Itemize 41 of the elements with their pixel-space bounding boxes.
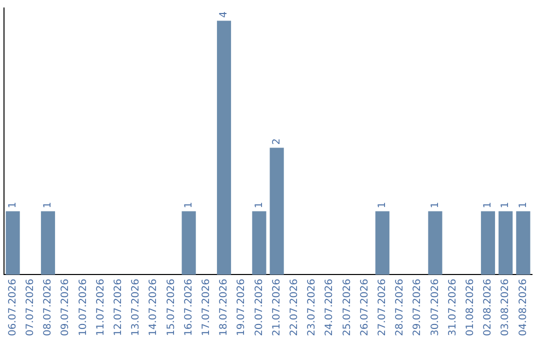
x-tick-label: 08.07.2026: [42, 278, 54, 336]
data-label: 1: [42, 202, 54, 208]
x-tick-label: 13.07.2026: [130, 278, 142, 336]
data-label: 2: [271, 138, 282, 145]
x-tick-label: 09.07.2026: [60, 278, 72, 336]
x-tick-label: 20.07.2026: [254, 278, 265, 336]
x-tick-label: 25.07.2026: [342, 278, 353, 336]
x-tick-label: 12.07.2026: [112, 278, 124, 336]
x-tick-label: 04.08.2026: [518, 278, 529, 336]
data-label: 1: [7, 202, 18, 208]
x-tick-label: 07.07.2026: [24, 278, 36, 336]
data-label: 1: [183, 202, 194, 208]
x-tick-label: 15.07.2026: [166, 278, 177, 336]
x-tick-label: 29.07.2026: [412, 278, 424, 336]
x-tick-label: 31.07.2026: [447, 278, 458, 336]
data-label: 1: [518, 202, 529, 208]
data-label: 1: [500, 202, 512, 208]
data-label: 1: [482, 202, 494, 208]
x-tick-label: 22.07.2026: [288, 278, 300, 336]
x-tick-label: 03.08.2026: [500, 278, 512, 336]
x-tick-label: 11.07.2026: [95, 278, 106, 336]
x-tick-label: 26.07.2026: [359, 278, 370, 336]
x-tick-label: 30.07.2026: [430, 278, 441, 336]
x-tick-label: 27.07.2026: [376, 278, 388, 336]
x-tick-label: 21.07.2026: [271, 278, 282, 336]
x-tick-label: 01.08.2026: [464, 278, 476, 336]
x-tick-label: 17.07.2026: [200, 278, 212, 336]
x-tick-label: 14.07.2026: [148, 278, 160, 336]
x-tick-label: 02.08.2026: [482, 278, 494, 336]
x-tick-label: 06.07.2026: [7, 278, 18, 336]
x-tick-label: 18.07.2026: [218, 278, 230, 336]
x-tick-label: 28.07.2026: [394, 278, 406, 336]
x-tick-label: 10.07.2026: [78, 278, 89, 336]
x-tick-label: 24.07.2026: [324, 278, 336, 336]
x-tick-label: 19.07.2026: [236, 278, 248, 336]
data-label: 1: [430, 202, 441, 208]
data-label: 1: [254, 202, 265, 208]
x-tick-label: 23.07.2026: [306, 278, 318, 336]
data-label: 1: [376, 202, 388, 208]
x-tick-label: 16.07.2026: [183, 278, 194, 336]
data-label: 4: [218, 11, 230, 18]
